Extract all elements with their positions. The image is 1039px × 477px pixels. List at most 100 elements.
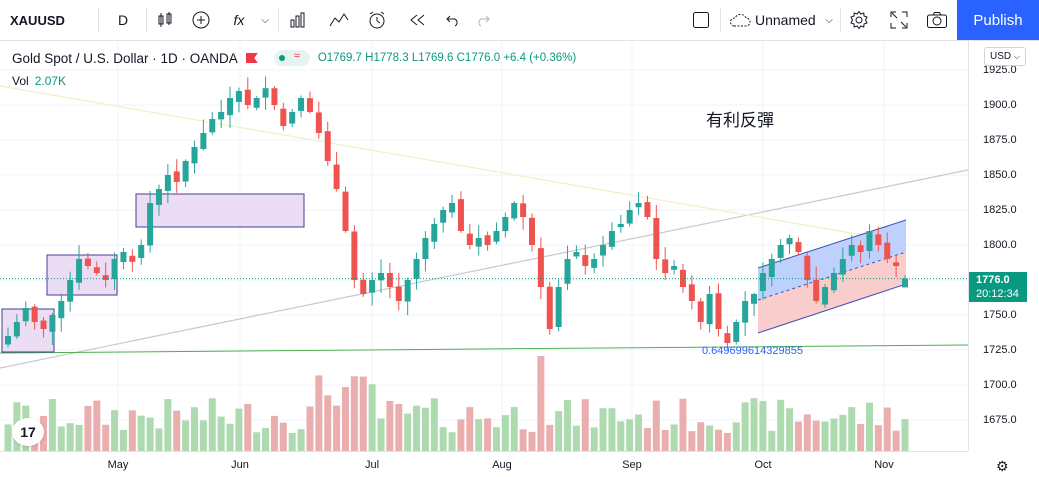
candle[interactable] xyxy=(777,238,784,264)
expand-icon[interactable] xyxy=(886,0,912,40)
candle[interactable] xyxy=(502,212,509,238)
price-axis[interactable]: 1925.01900.01875.01850.01825.01800.01775… xyxy=(968,41,1039,451)
candle[interactable] xyxy=(386,262,393,299)
candle[interactable] xyxy=(67,271,74,312)
candle[interactable] xyxy=(111,252,118,291)
candle[interactable] xyxy=(227,86,234,128)
channel-middle-line[interactable] xyxy=(757,251,907,301)
candle[interactable] xyxy=(600,235,607,267)
horizontal-support-line[interactable] xyxy=(0,344,968,354)
tradingview-logo[interactable]: 17 xyxy=(12,418,44,446)
candle[interactable] xyxy=(306,91,313,114)
candle[interactable] xyxy=(5,327,11,348)
candle[interactable] xyxy=(528,213,535,252)
candle[interactable] xyxy=(733,319,740,345)
candle[interactable] xyxy=(742,291,749,337)
redo-icon[interactable] xyxy=(470,0,496,40)
candle[interactable] xyxy=(893,255,900,277)
candle[interactable] xyxy=(262,76,269,110)
candle[interactable] xyxy=(795,237,802,255)
candle[interactable] xyxy=(839,247,846,282)
candle[interactable] xyxy=(289,108,296,128)
candle[interactable] xyxy=(13,314,20,339)
candle[interactable] xyxy=(875,226,882,252)
candle[interactable] xyxy=(315,101,322,139)
candle[interactable] xyxy=(102,262,109,288)
candle[interactable] xyxy=(866,224,873,259)
candle[interactable] xyxy=(200,119,207,151)
price-chart[interactable] xyxy=(0,41,968,451)
candle[interactable] xyxy=(271,86,278,110)
candle[interactable] xyxy=(617,214,624,233)
candle[interactable] xyxy=(138,239,145,265)
candle[interactable] xyxy=(93,261,100,276)
candle[interactable] xyxy=(58,294,65,332)
compare-icon[interactable] xyxy=(326,0,352,40)
long-trend-line[interactable] xyxy=(0,169,968,369)
publish-button[interactable]: Publish xyxy=(957,0,1039,40)
candle[interactable] xyxy=(466,223,473,250)
chevron-down-icon[interactable]: ⌵ xyxy=(825,14,833,26)
undo-icon[interactable] xyxy=(440,0,466,40)
candle[interactable] xyxy=(431,217,438,250)
candle[interactable] xyxy=(582,244,589,275)
candle[interactable] xyxy=(22,301,29,327)
currency-selector[interactable]: USD ⌵ xyxy=(984,47,1026,66)
bar-chart-icon[interactable] xyxy=(286,0,312,40)
gear-icon[interactable]: ⚙ xyxy=(996,458,1009,474)
candle[interactable] xyxy=(404,277,411,316)
candle[interactable] xyxy=(537,237,544,300)
candle[interactable] xyxy=(129,249,136,272)
alert-clock-icon[interactable] xyxy=(364,0,390,40)
gear-icon[interactable] xyxy=(846,0,872,40)
candle[interactable] xyxy=(813,266,820,304)
candle[interactable] xyxy=(244,77,251,110)
candle[interactable] xyxy=(360,273,367,297)
candle[interactable] xyxy=(457,191,464,233)
candle[interactable] xyxy=(644,195,651,220)
cloud-icon[interactable] xyxy=(728,0,752,40)
indicators-button[interactable]: fx xyxy=(233,12,245,28)
candle[interactable] xyxy=(573,245,580,259)
time-axis[interactable]: May Jun Jul Aug Sep Oct Nov xyxy=(0,451,968,477)
candle[interactable] xyxy=(209,112,216,135)
camera-icon[interactable] xyxy=(924,0,950,40)
candle[interactable] xyxy=(449,194,456,218)
candle[interactable] xyxy=(298,95,305,118)
candle[interactable] xyxy=(173,159,180,193)
candle[interactable] xyxy=(786,234,793,255)
candle[interactable] xyxy=(155,184,162,216)
candle[interactable] xyxy=(706,286,713,333)
candle[interactable] xyxy=(182,159,189,188)
candle[interactable] xyxy=(351,225,358,289)
candle[interactable] xyxy=(555,279,562,332)
candle[interactable] xyxy=(147,191,154,253)
candle[interactable] xyxy=(546,281,553,335)
candle[interactable] xyxy=(857,240,864,264)
candle[interactable] xyxy=(688,275,695,310)
candle[interactable] xyxy=(378,259,385,293)
replay-icon[interactable] xyxy=(404,0,430,40)
candle[interactable] xyxy=(724,325,731,351)
candle[interactable] xyxy=(626,201,633,227)
add-indicator-icon[interactable] xyxy=(188,0,214,40)
candle[interactable] xyxy=(759,262,766,300)
candle[interactable] xyxy=(218,99,225,129)
layout-name[interactable]: Unnamed xyxy=(755,12,816,28)
interval-button[interactable]: D xyxy=(117,12,129,28)
market-status-icon[interactable]: ≈ xyxy=(273,50,310,66)
candle[interactable] xyxy=(830,267,837,293)
candle[interactable] xyxy=(369,272,376,306)
candle[interactable] xyxy=(253,96,260,111)
candle[interactable] xyxy=(822,283,829,308)
chevron-down-icon[interactable]: ⌵ xyxy=(261,14,269,26)
candle[interactable] xyxy=(440,206,447,233)
range-box[interactable] xyxy=(135,193,305,228)
candle[interactable] xyxy=(884,232,891,263)
channel-top-line[interactable] xyxy=(757,219,907,269)
candle[interactable] xyxy=(751,292,758,316)
candle[interactable] xyxy=(31,304,38,330)
candle[interactable] xyxy=(493,222,500,245)
candle[interactable] xyxy=(520,194,527,230)
candle[interactable] xyxy=(76,245,83,290)
